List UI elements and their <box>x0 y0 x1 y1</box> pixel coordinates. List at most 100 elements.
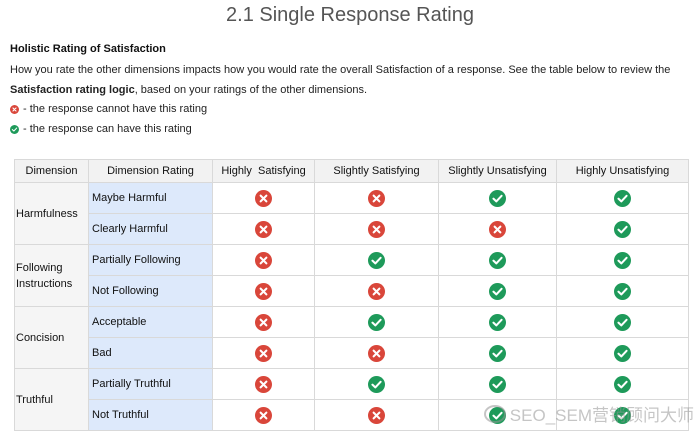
x-circle-icon <box>315 276 438 306</box>
x-circle-icon <box>439 214 556 244</box>
dimension-rating-cell: Maybe Harmful <box>88 182 213 214</box>
x-circle-icon <box>315 214 438 244</box>
cell-slightly-unsatisfying <box>438 182 557 214</box>
header-highly-unsatisfying: Highly Unsatisfying <box>556 159 689 183</box>
cell-slightly-satisfying <box>314 275 439 307</box>
table-row: Not Truthful <box>15 399 689 431</box>
cell-slightly-satisfying <box>314 244 439 276</box>
cell-highly-satisfying <box>212 306 315 338</box>
x-circle-icon <box>213 369 314 399</box>
cell-slightly-unsatisfying <box>438 213 557 245</box>
intro-line-2: Satisfaction rating logic, based on your… <box>10 84 367 96</box>
check-circle-icon <box>439 245 556 275</box>
x-circle-icon <box>315 183 438 213</box>
legend-cannot-label: - the response cannot have this rating <box>23 103 208 115</box>
legend-can-label: - the response can have this rating <box>23 123 192 135</box>
table-row: Concision Acceptable <box>14 306 689 369</box>
check-circle-icon <box>315 369 438 399</box>
x-circle-icon <box>315 400 438 430</box>
check-circle-icon <box>557 338 688 368</box>
header-slightly-unsatisfying: Slightly Unsatisfying <box>438 159 557 183</box>
check-circle-icon <box>10 124 19 134</box>
watermark-text: SEO_SEM营销顾问大师 <box>509 406 694 425</box>
cell-slightly-satisfying <box>314 337 439 369</box>
intro-line-1: How you rate the other dimensions impact… <box>10 64 671 76</box>
table-body: Harmfulness Maybe Harmful Clearly Harmful F… <box>14 182 689 431</box>
check-circle-icon <box>439 276 556 306</box>
table-row: Harmfulness Maybe Harmful <box>14 182 689 245</box>
cell-slightly-unsatisfying <box>438 368 557 400</box>
cell-slightly-satisfying <box>314 368 439 400</box>
check-circle-icon <box>439 183 556 213</box>
dimension-cell: Harmfulness <box>14 182 89 245</box>
dimension-rating-cell: Bad <box>88 337 213 369</box>
table-row: Bad <box>15 337 689 369</box>
legend-cannot: - the response cannot have this rating <box>10 103 207 115</box>
check-circle-icon <box>439 369 556 399</box>
dimension-rating-cell: Clearly Harmful <box>88 213 213 245</box>
cell-highly-unsatisfying <box>556 368 689 400</box>
cell-highly-satisfying <box>212 244 315 276</box>
dimension-rating-cell: Partially Following <box>88 244 213 276</box>
cell-highly-unsatisfying <box>556 337 689 369</box>
table-header-row: Dimension Dimension Rating Highly Satisf… <box>14 159 689 183</box>
intro-line-2-rest: , based on your ratings of the other dim… <box>134 84 368 96</box>
cell-highly-unsatisfying <box>556 182 689 214</box>
legend-can: - the response can have this rating <box>10 123 192 135</box>
header-dimension: Dimension <box>14 159 89 183</box>
intro-bold-term: Satisfaction rating logic <box>10 84 135 96</box>
cell-highly-unsatisfying <box>556 399 689 431</box>
x-circle-icon <box>213 307 314 337</box>
cell-slightly-satisfying <box>314 306 439 338</box>
dimension-rating-cell: Not Truthful <box>88 399 213 431</box>
dimension-rating-cell: Acceptable <box>88 306 213 338</box>
check-circle-icon <box>557 369 688 399</box>
cell-slightly-unsatisfying <box>438 275 557 307</box>
cell-slightly-unsatisfying <box>438 244 557 276</box>
check-circle-icon <box>439 338 556 368</box>
check-circle-icon <box>439 307 556 337</box>
cell-highly-unsatisfying <box>556 306 689 338</box>
dimension-cell: Following Instructions <box>14 244 89 307</box>
dimension-cell: Concision <box>14 306 89 369</box>
dimension-rating-cell: Partially Truthful <box>88 368 213 400</box>
check-circle-icon <box>557 245 688 275</box>
cell-highly-satisfying <box>212 182 315 214</box>
x-circle-icon <box>315 338 438 368</box>
check-circle-icon <box>315 307 438 337</box>
x-circle-icon <box>213 214 314 244</box>
x-circle-icon <box>213 245 314 275</box>
check-circle-icon <box>557 400 688 430</box>
cell-slightly-satisfying <box>314 213 439 245</box>
cell-highly-unsatisfying <box>556 275 689 307</box>
dimension-rating-cell: Not Following <box>88 275 213 307</box>
cell-highly-satisfying <box>212 399 315 431</box>
section-heading: Holistic Rating of Satisfaction <box>10 43 166 55</box>
cell-slightly-satisfying <box>314 182 439 214</box>
cell-highly-unsatisfying <box>556 213 689 245</box>
check-circle-icon <box>315 245 438 275</box>
check-circle-icon <box>557 214 688 244</box>
x-circle-icon <box>213 338 314 368</box>
table-row: Truthful Partially Truthful <box>14 368 689 431</box>
table-row: Not Following <box>15 275 689 307</box>
cell-slightly-unsatisfying <box>438 306 557 338</box>
weibo-logo-icon <box>483 404 506 423</box>
page-title: 2.1 Single Response Rating <box>226 4 474 26</box>
header-dimension-rating: Dimension Rating <box>88 159 213 183</box>
dimension-cell: Truthful <box>14 368 89 431</box>
table-row: Following Instructions Partially Followin… <box>14 244 689 307</box>
check-circle-icon <box>557 307 688 337</box>
cell-highly-satisfying <box>212 275 315 307</box>
cell-highly-satisfying <box>212 337 315 369</box>
cell-highly-satisfying <box>212 368 315 400</box>
x-circle-icon <box>213 276 314 306</box>
check-circle-icon <box>557 276 688 306</box>
watermark: SEO_SEM营销顾问大师 <box>483 401 694 426</box>
header-slightly-satisfying: Slightly Satisfying <box>314 159 439 183</box>
cell-highly-satisfying <box>212 213 315 245</box>
header-highly-satisfying: Highly Satisfying <box>212 159 315 183</box>
satisfaction-logic-table: Dimension Dimension Rating Highly Satisf… <box>14 159 689 431</box>
x-circle-icon <box>213 400 314 430</box>
cell-slightly-unsatisfying <box>438 337 557 369</box>
